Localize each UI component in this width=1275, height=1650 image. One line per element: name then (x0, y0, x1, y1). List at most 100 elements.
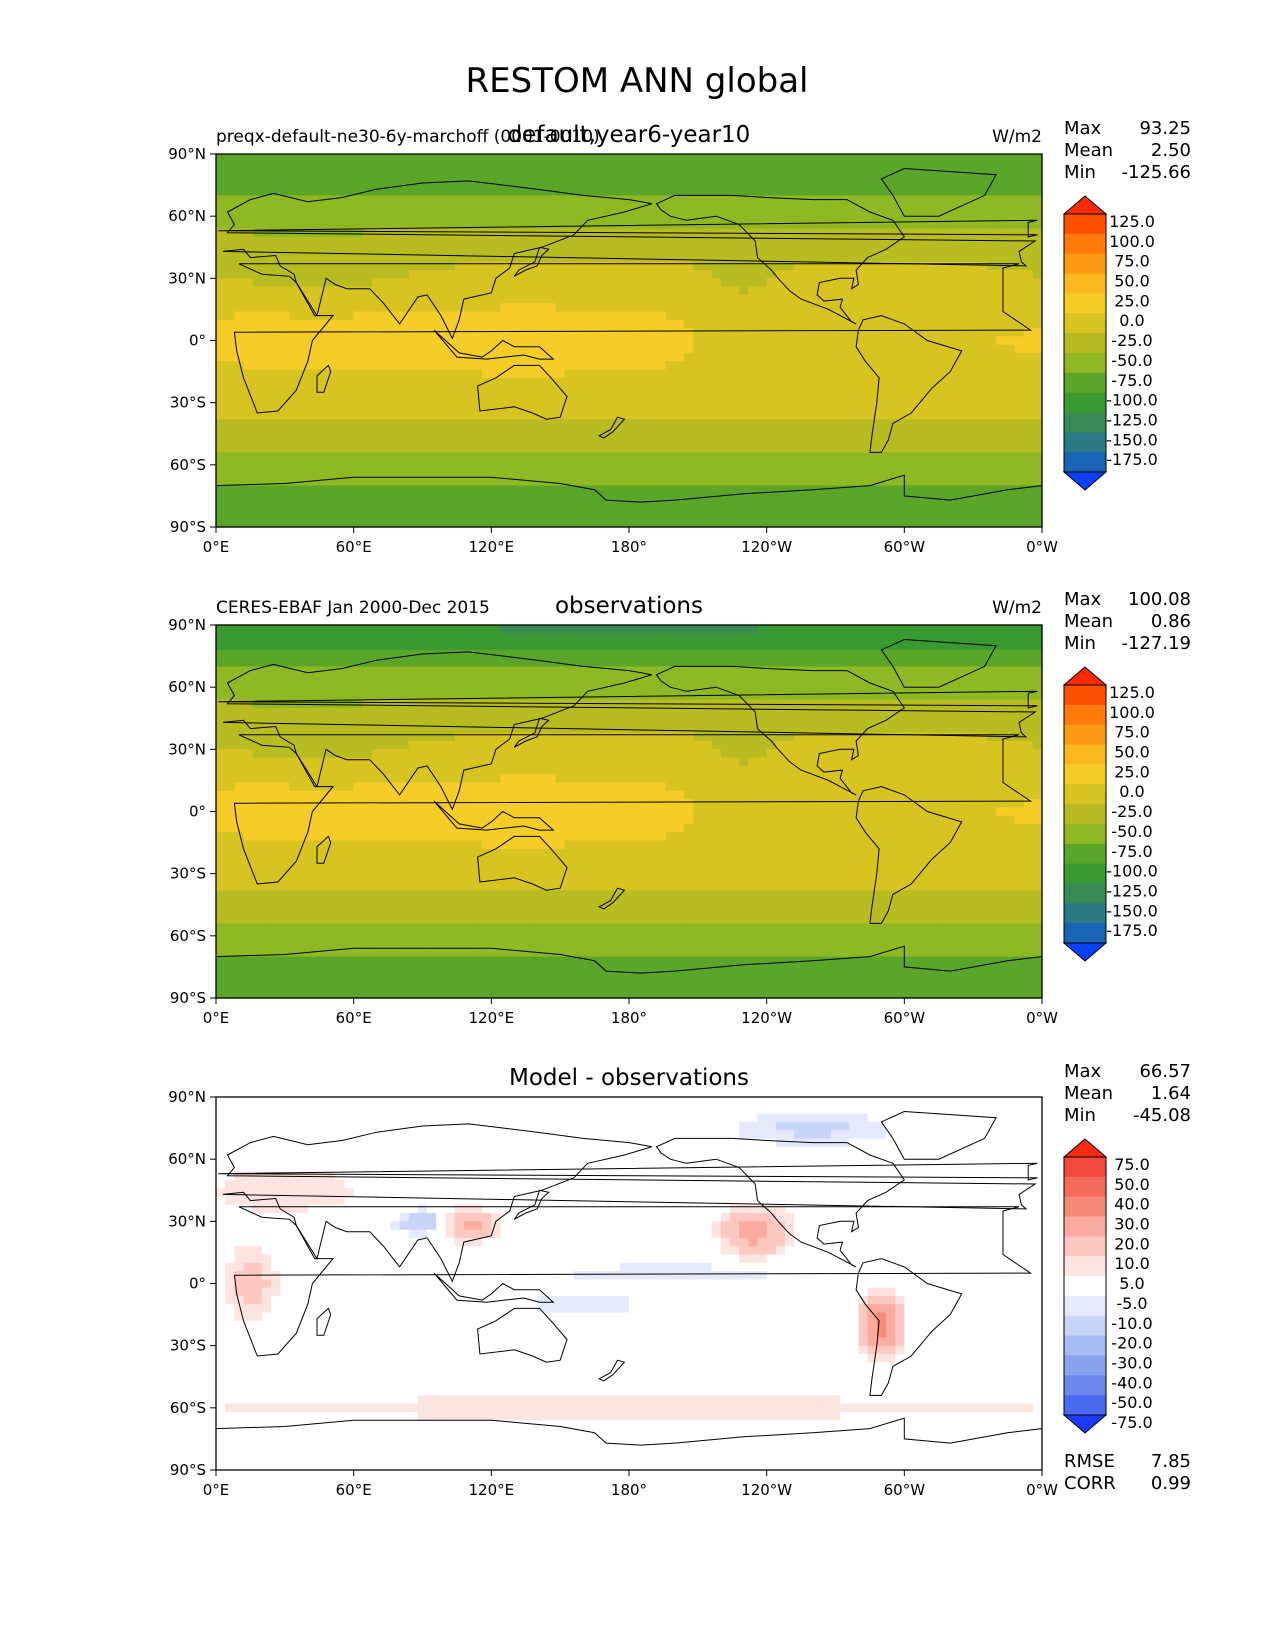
map-cell (298, 790, 309, 800)
map-cell (665, 477, 676, 487)
map-cell (1014, 154, 1025, 163)
map-cell (335, 782, 346, 792)
map-cell (720, 444, 731, 453)
map-cell (996, 444, 1006, 453)
map-cell (1005, 477, 1016, 487)
map-cell (390, 270, 401, 279)
map-cell (528, 386, 538, 395)
map-cell (454, 203, 465, 213)
map-cell (830, 212, 841, 221)
map-cell (913, 311, 924, 321)
map-cell (372, 815, 382, 825)
map-cell (785, 493, 795, 503)
map-cell (225, 518, 235, 528)
map-cell (794, 170, 804, 180)
map-cell (381, 807, 391, 817)
map-cell (996, 178, 1006, 188)
map-cell (629, 510, 639, 520)
map-cell (390, 361, 401, 371)
map-cell (381, 203, 391, 213)
map-cell (482, 245, 492, 255)
map-cell (372, 707, 382, 717)
map-cell (950, 394, 960, 404)
map-cell (271, 898, 281, 908)
map-cell (766, 203, 777, 213)
map-cell (298, 674, 309, 684)
map-cell (316, 170, 327, 180)
map-cell (454, 468, 465, 478)
map-cell (472, 402, 483, 412)
map-cell (564, 377, 575, 387)
map-cell (638, 253, 648, 263)
map-cell (234, 749, 245, 759)
map-cell (711, 369, 722, 379)
map-cell (289, 377, 300, 387)
map-cell (500, 236, 511, 246)
map-cell (362, 493, 373, 503)
map-cell (289, 641, 300, 651)
map-cell (629, 419, 639, 429)
map-cell (344, 328, 355, 337)
map-cell (794, 303, 804, 313)
map-cell (216, 477, 226, 487)
map-cell (271, 857, 281, 866)
map-cell (629, 377, 639, 387)
map-cell (720, 410, 731, 420)
map-cell (353, 278, 364, 288)
map-cell (619, 510, 630, 520)
map-cell (913, 270, 924, 279)
map-cell (271, 989, 281, 999)
map-cell (720, 427, 731, 437)
map-cell (335, 981, 346, 991)
map-cell (941, 344, 951, 354)
map-cell (619, 444, 630, 453)
map-cell (794, 253, 804, 263)
map-cell (436, 236, 447, 246)
map-cell (234, 964, 245, 974)
map-cell (243, 939, 254, 949)
map-cell (803, 336, 814, 346)
map-cell (702, 493, 713, 503)
map-cell (381, 948, 391, 958)
colorbar-segment (1064, 432, 1106, 453)
map-cell (307, 890, 318, 900)
map-cell (619, 203, 630, 213)
map-cell (289, 898, 300, 908)
map-cell (555, 220, 566, 230)
map-cell (537, 493, 547, 503)
map-cell (454, 236, 465, 246)
map-cell (821, 187, 832, 197)
map-cell (316, 625, 327, 634)
map-cell (922, 178, 933, 188)
coastline-indonesia (433, 329, 555, 360)
map-cell (372, 485, 382, 495)
map-cell (335, 361, 346, 371)
map-cell (665, 253, 676, 263)
map-cell (968, 485, 979, 495)
map-cell (243, 236, 254, 246)
map-cell (271, 377, 281, 387)
map-cell (234, 906, 245, 916)
map-cell (573, 245, 584, 255)
map-cell (390, 352, 401, 362)
map-cell (922, 435, 933, 445)
map-cell (619, 195, 630, 205)
map-cell (748, 261, 759, 271)
map-cell (417, 228, 428, 238)
map-cell (656, 303, 667, 313)
map-cell (261, 782, 272, 792)
map-cell (316, 477, 327, 487)
map-cell (592, 162, 603, 172)
map-cell (629, 212, 639, 221)
map-cell (684, 460, 694, 470)
map-cell (252, 394, 263, 404)
map-cell (1032, 278, 1043, 288)
map-cell (261, 923, 272, 933)
map-cell (922, 361, 933, 371)
map-cell (298, 890, 309, 900)
map-cell (271, 485, 281, 495)
map-cell (427, 162, 437, 172)
map-cell (785, 187, 795, 197)
map-cell (766, 394, 777, 404)
map-cell (656, 427, 667, 437)
